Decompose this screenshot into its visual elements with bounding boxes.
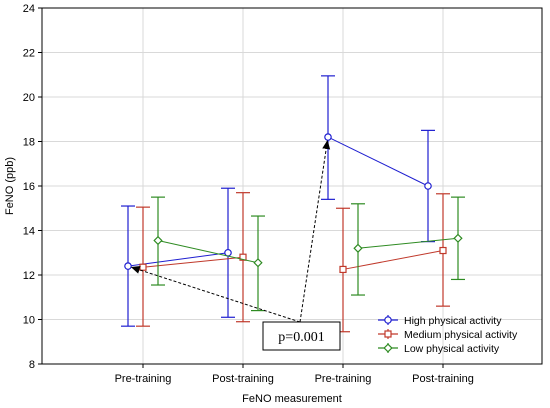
series-line (142, 256, 244, 268)
y-tick-label: 12 (23, 270, 35, 282)
data-point (384, 330, 392, 338)
data-point (384, 316, 392, 324)
legend-entry-1: Medium physical activity (378, 329, 518, 341)
x-tick-label: Post-training (412, 373, 474, 385)
data-point (424, 182, 432, 190)
y-tick-label: 22 (23, 48, 35, 60)
data-point (353, 243, 363, 253)
data-point (339, 265, 347, 274)
series-line (342, 250, 444, 270)
annotation-arrow (130, 266, 301, 323)
series-line (157, 240, 259, 264)
legend-label: High physical activity (404, 315, 502, 327)
series-line (327, 136, 429, 187)
legend-label: Medium physical activity (404, 329, 518, 341)
y-tick-label: 18 (23, 137, 35, 149)
y-tick-label: 24 (23, 3, 35, 15)
data-point (383, 343, 393, 353)
data-point (324, 133, 332, 141)
series-line (357, 237, 459, 249)
series-2 (151, 196, 465, 312)
x-tick-label: Post-training (212, 373, 274, 385)
data-point (239, 253, 247, 261)
y-axis: 8 10 12 14 16 18 20 22 24 (23, 3, 42, 371)
data-point (224, 248, 232, 257)
y-tick-label: 14 (23, 226, 35, 238)
y-tick-label: 8 (29, 359, 35, 371)
data-point (124, 262, 132, 270)
legend-entry-2: Low physical activity (378, 343, 500, 355)
series-group (121, 75, 465, 333)
data-point (139, 263, 147, 271)
legend-entry-0: High physical activity (378, 315, 502, 327)
legend-label: Low physical activity (404, 343, 500, 355)
annotation-box (262, 321, 341, 351)
series-1 (136, 192, 450, 333)
annotation: p=0.001 (130, 140, 341, 351)
data-point (153, 235, 163, 246)
annotation-arrow (299, 140, 331, 323)
x-tick-label: Pre-training (115, 373, 172, 385)
series-0 (121, 75, 435, 327)
data-point (439, 246, 447, 255)
y-tick-label: 16 (23, 181, 35, 193)
y-tick-label: 20 (23, 92, 35, 104)
x-tick-label: Pre-training (315, 373, 372, 385)
y-tick-label: 10 (23, 315, 35, 327)
plot-frame (41, 7, 543, 365)
legend: High physical activity Medium physical ac… (378, 315, 518, 355)
annotation-text: p=0.001 (278, 330, 324, 345)
data-point (453, 233, 463, 243)
y-axis-title: FeNO (ppb) (4, 157, 16, 215)
data-point (253, 258, 263, 268)
x-axis: Pre-training Post-training Pre-training Pos… (115, 364, 474, 385)
x-axis-title: FeNO measurement (242, 393, 342, 405)
